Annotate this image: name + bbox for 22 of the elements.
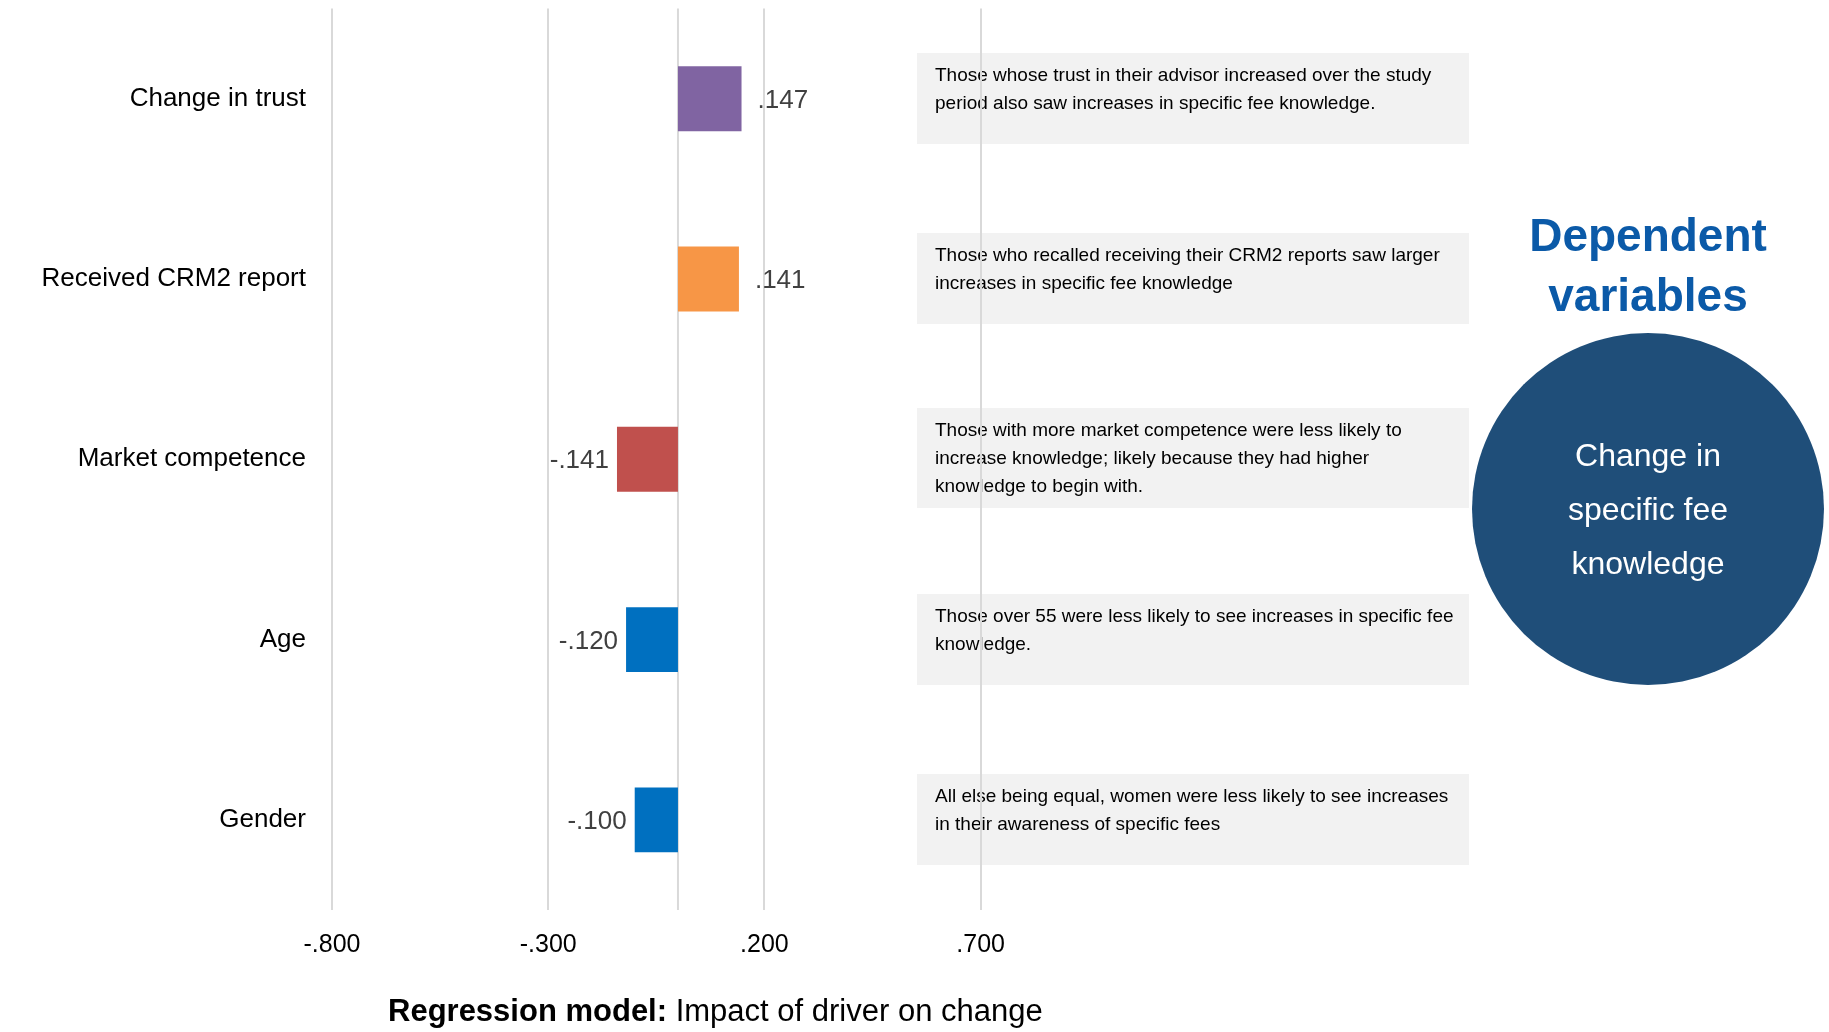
bar [634,787,678,853]
y-tick-label: Market competence [77,442,306,473]
y-tick-label: Age [259,622,306,653]
x-tick-label: .700 [956,928,1006,957]
y-tick-label: Received CRM2 report [41,262,307,293]
text: Dependent variables [1528,208,1768,323]
x-tick-label: -.800 [303,928,361,957]
x-axis-title: Regression model: Impact of driver on change [388,993,1043,1029]
y-tick-label: Change in trust [129,81,307,112]
data-label: -.100 [567,805,627,836]
data-label: -.120 [558,624,619,655]
x-tick-label: -.300 [519,928,577,957]
data-label: .147 [757,83,809,114]
bar [616,426,678,492]
x-tick-label: .200 [740,928,789,957]
y-tick-label: Gender [219,803,307,834]
bar [677,66,742,132]
data-label: .141 [754,264,806,295]
data-label: -.141 [549,444,609,475]
bar [626,607,678,673]
text: Change in specific fee knowledge [1566,436,1730,583]
bar [677,246,739,312]
